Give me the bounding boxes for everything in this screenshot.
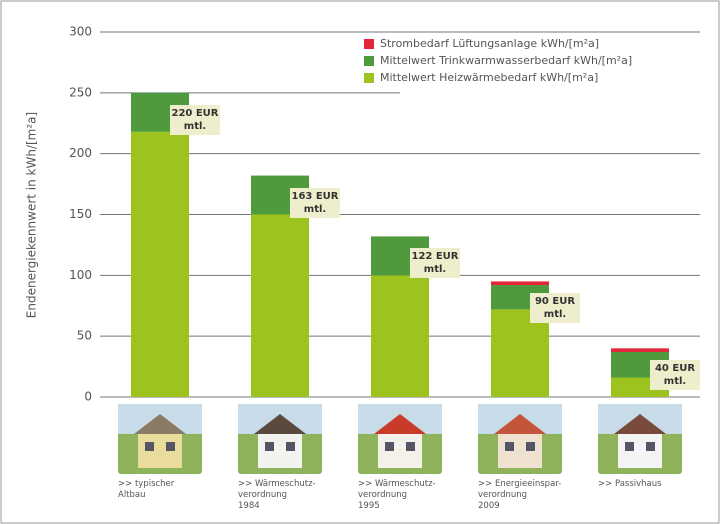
y-tick-label: 250 — [69, 85, 92, 99]
y-tick-label: 150 — [69, 207, 92, 221]
house-photo — [598, 404, 682, 474]
x-tick-label: >> Energieeinspar- verordnung 2009 — [478, 479, 578, 512]
bar-segment — [251, 215, 309, 398]
photo-wall — [378, 434, 422, 468]
bar-segment — [611, 348, 669, 352]
y-tick-label: 0 — [84, 390, 92, 404]
x-tick-label: >> Wärmeschutz- verordnung 1984 — [238, 479, 338, 512]
legend-label: Mittelwert Heizwärmebedarf kWh/[m²a] — [380, 71, 598, 84]
photo-window — [166, 442, 175, 451]
house-photo — [358, 404, 442, 474]
photo-window — [265, 442, 274, 451]
x-tick-label: >> Wärmeschutz- verordnung 1995 — [358, 479, 458, 512]
y-tick-label: 100 — [69, 268, 92, 282]
cost-label: 40 EUR mtl. — [650, 360, 700, 390]
photo-window — [505, 442, 514, 451]
photo-window — [625, 442, 634, 451]
photo-window — [646, 442, 655, 451]
page: Endenergiekennwert in kWh/[m²a] 0 50 100 15… — [0, 0, 720, 524]
photo-wall — [498, 434, 542, 468]
legend-label: Strombedarf Lüftungsanlage kWh/[m²a] — [380, 37, 599, 50]
y-tick-label: 200 — [69, 146, 92, 160]
house-photo — [238, 404, 322, 474]
bar-segment — [371, 275, 429, 397]
legend-swatch — [364, 56, 374, 66]
photo-window — [145, 442, 154, 451]
photo-wall — [138, 434, 182, 468]
photo-window — [385, 442, 394, 451]
legend-swatch — [364, 73, 374, 83]
cost-label: 122 EUR mtl. — [410, 248, 460, 278]
photo-window — [406, 442, 415, 451]
y-axis-label: Endenergiekennwert in kWh/[m²a] — [25, 112, 39, 318]
y-tick-label: 50 — [77, 329, 92, 343]
photo-wall — [258, 434, 302, 468]
photo-window — [526, 442, 535, 451]
cost-label: 163 EUR mtl. — [290, 188, 340, 218]
cost-label: 220 EUR mtl. — [170, 105, 220, 135]
house-photo — [478, 404, 562, 474]
y-tick-label: 300 — [69, 25, 92, 39]
house-photo — [118, 404, 202, 474]
x-tick-label: >> Passivhaus — [598, 479, 698, 490]
bar-segment — [491, 281, 549, 285]
photo-window — [286, 442, 295, 451]
legend-label: Mittelwert Trinkwarmwasserbedarf kWh/[m²… — [380, 54, 632, 67]
photo-wall — [618, 434, 662, 468]
legend-swatch — [364, 39, 374, 49]
cost-label: 90 EUR mtl. — [530, 293, 580, 323]
x-tick-label: >> typischer Altbau — [118, 479, 218, 501]
bar-segment — [131, 132, 189, 397]
chart: Endenergiekennwert in kWh/[m²a] 0 50 100 15… — [0, 0, 720, 524]
